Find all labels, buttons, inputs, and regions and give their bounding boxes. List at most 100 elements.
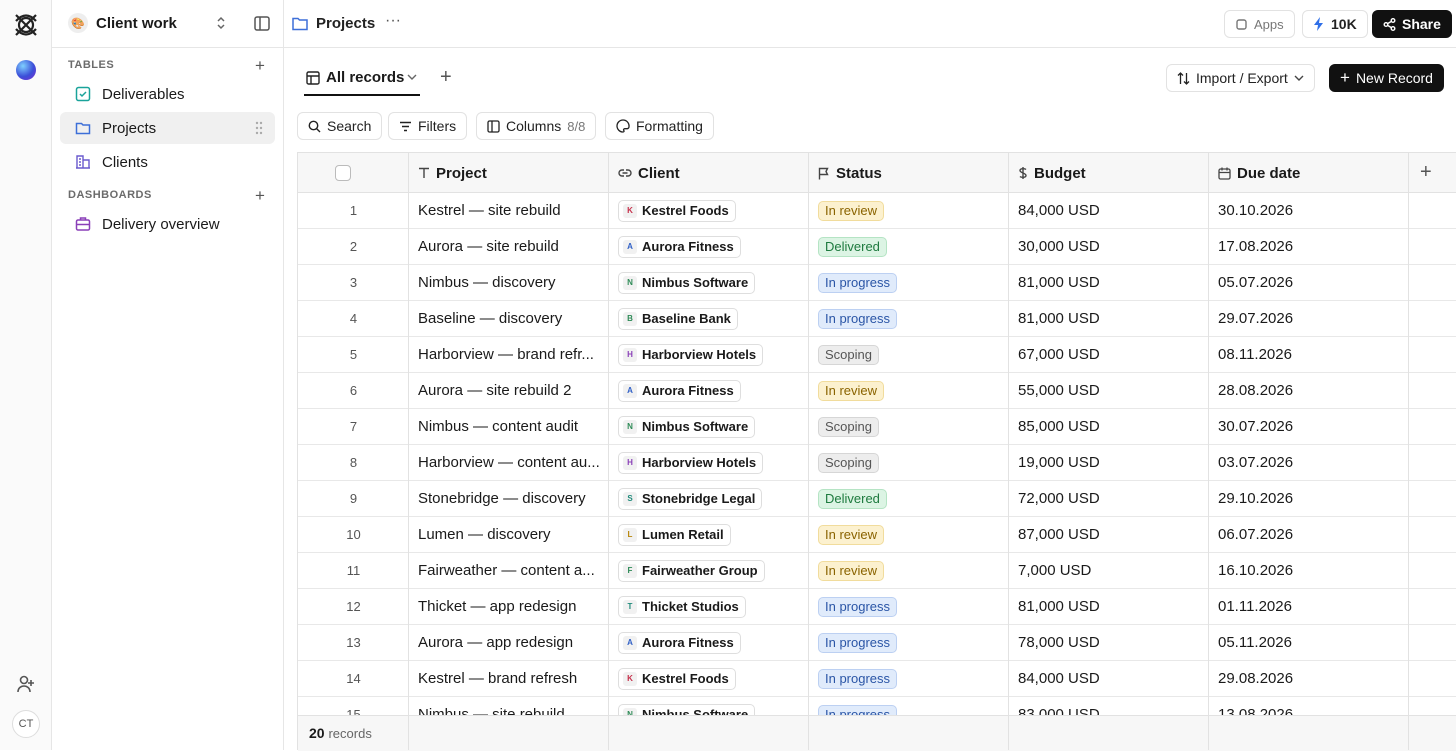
status-cell[interactable]: Scoping [809,337,1009,372]
budget-cell[interactable]: 87,000 USD [1018,526,1100,543]
sidebar-item[interactable]: Deliverables [60,78,275,110]
client-chip[interactable]: A Aurora Fitness [618,631,741,654]
budget-cell[interactable]: 84,000 USD [1018,202,1100,219]
status-cell[interactable]: In progress [809,661,1009,696]
table-row[interactable]: 1 Kestrel — site rebuild K Kestrel Foods In … [298,193,1456,229]
status-cell[interactable]: In review [809,193,1009,228]
client-chip[interactable]: N Nimbus Software [618,415,756,438]
client-cell[interactable]: K Kestrel Foods [609,661,809,696]
project-cell[interactable]: Baseline — discovery [418,310,563,327]
logo[interactable] [13,12,39,38]
credits-button[interactable]: 10K [1302,10,1368,38]
status-cell[interactable]: In review [809,373,1009,408]
project-cell[interactable]: Fairweather — content a... [418,562,595,579]
sidebar-toggle[interactable] [254,16,270,31]
client-cell[interactable]: T Thicket Studios [609,589,809,624]
project-cell[interactable]: Nimbus — discovery [418,274,556,291]
due-date-cell[interactable]: 13.08.2026 [1218,706,1294,715]
budget-cell[interactable]: 19,000 USD [1018,454,1100,471]
client-chip[interactable]: F Fairweather Group [618,559,765,582]
invite-icon[interactable] [16,674,36,694]
client-cell[interactable]: H Harborview Hotels [609,337,809,372]
table-row[interactable]: 3 Nimbus — discovery N Nimbus Software In pr… [298,265,1456,301]
status-cell[interactable]: Scoping [809,409,1009,444]
due-date-cell[interactable]: 06.07.2026 [1218,526,1294,543]
client-chip[interactable]: H Harborview Hotels [618,451,764,474]
status-cell[interactable]: Delivered [809,481,1009,516]
drag-handle[interactable] [255,121,263,135]
client-cell[interactable]: N Nimbus Software [609,265,809,300]
apps-button[interactable]: Apps [1224,10,1295,38]
budget-cell[interactable]: 85,000 USD [1018,418,1100,435]
due-date-cell[interactable]: 29.10.2026 [1218,490,1294,507]
status-cell[interactable]: Scoping [809,445,1009,480]
client-cell[interactable]: N Nimbus Software [609,409,809,444]
budget-cell[interactable]: 67,000 USD [1018,346,1100,363]
table-row[interactable]: 6 Aurora — site rebuild 2 A Aurora Fitness I… [298,373,1456,409]
add-column[interactable]: + [1420,161,1432,183]
client-chip[interactable]: B Baseline Bank [618,307,738,330]
client-chip[interactable]: K Kestrel Foods [618,667,736,690]
due-date-cell[interactable]: 17.08.2026 [1218,238,1294,255]
status-cell[interactable]: In progress [809,625,1009,660]
due-date-cell[interactable]: 29.07.2026 [1218,310,1294,327]
breadcrumb[interactable]: Projects [316,15,376,32]
project-cell[interactable]: Stonebridge — discovery [418,490,586,507]
client-chip[interactable]: N Nimbus Software [618,271,756,294]
budget-cell[interactable]: 81,000 USD [1018,274,1100,291]
budget-cell[interactable]: 81,000 USD [1018,310,1100,327]
due-date-cell[interactable]: 01.11.2026 [1218,598,1292,615]
project-cell[interactable]: Aurora — site rebuild [418,238,559,255]
status-cell[interactable]: In review [809,517,1009,552]
formatting-button[interactable]: Formatting [605,112,714,140]
client-chip[interactable]: A Aurora Fitness [618,235,741,258]
client-cell[interactable]: N Nimbus Software [609,697,809,715]
budget-cell[interactable]: 81,000 USD [1018,598,1100,615]
more-menu[interactable]: ··· [385,12,401,29]
client-chip[interactable]: K Kestrel Foods [618,199,736,222]
status-cell[interactable]: In progress [809,589,1009,624]
status-cell[interactable]: Delivered [809,229,1009,264]
column-header[interactable]: Budget [1009,153,1086,193]
table-row[interactable]: 15 Nimbus — site rebuild N Nimbus Software I… [298,697,1456,715]
table-row[interactable]: 12 Thicket — app redesign T Thicket Studios… [298,589,1456,625]
workspace-name[interactable]: Client work [96,15,177,32]
project-cell[interactable]: Lumen — discovery [418,526,551,543]
table-row[interactable]: 8 Harborview — content au... H Harborview H… [298,445,1456,481]
column-header[interactable]: Status [809,153,882,193]
column-header[interactable]: Due date [1209,153,1300,193]
client-cell[interactable]: A Aurora Fitness [609,229,809,264]
client-cell[interactable]: S Stonebridge Legal [609,481,809,516]
client-cell[interactable]: A Aurora Fitness [609,625,809,660]
new-record-button[interactable]: + New Record [1329,64,1444,92]
workspace-orb[interactable] [16,60,36,80]
select-all[interactable] [335,165,351,181]
columns-button[interactable]: Columns 8/8 [476,112,597,140]
budget-cell[interactable]: 55,000 USD [1018,382,1100,399]
project-cell[interactable]: Nimbus — site rebuild [418,706,565,715]
view-dropdown[interactable] [407,74,417,81]
due-date-cell[interactable]: 30.10.2026 [1218,202,1294,219]
project-cell[interactable]: Kestrel — brand refresh [418,670,578,687]
table-row[interactable]: 2 Aurora — site rebuild A Aurora Fitness Del… [298,229,1456,265]
due-date-cell[interactable]: 16.10.2026 [1218,562,1294,579]
project-cell[interactable]: Harborview — brand refr... [418,346,594,363]
import-export-button[interactable]: Import / Export [1166,64,1315,92]
project-cell[interactable]: Kestrel — site rebuild [418,202,561,219]
project-cell[interactable]: Harborview — content au... [418,454,600,471]
sidebar-item[interactable]: Clients [60,146,275,178]
search-button[interactable]: Search [297,112,383,140]
table-row[interactable]: 14 Kestrel — brand refresh K Kestrel Foods I… [298,661,1456,697]
user-avatar[interactable]: CT [12,710,40,738]
table-row[interactable]: 10 Lumen — discovery L Lumen Retail In revie… [298,517,1456,553]
workspace-switch[interactable] [215,16,227,30]
sidebar-item[interactable]: Projects [60,112,275,144]
status-cell[interactable]: In progress [809,301,1009,336]
view-tab[interactable]: All records [326,69,405,86]
sidebar-item[interactable]: Delivery overview [60,208,275,240]
table-row[interactable]: 11 Fairweather — content a... F Fairweather… [298,553,1456,589]
client-cell[interactable]: B Baseline Bank [609,301,809,336]
project-cell[interactable]: Thicket — app redesign [418,598,577,615]
client-cell[interactable]: F Fairweather Group [609,553,809,588]
table-row[interactable]: 13 Aurora — app redesign A Aurora Fitness In… [298,625,1456,661]
